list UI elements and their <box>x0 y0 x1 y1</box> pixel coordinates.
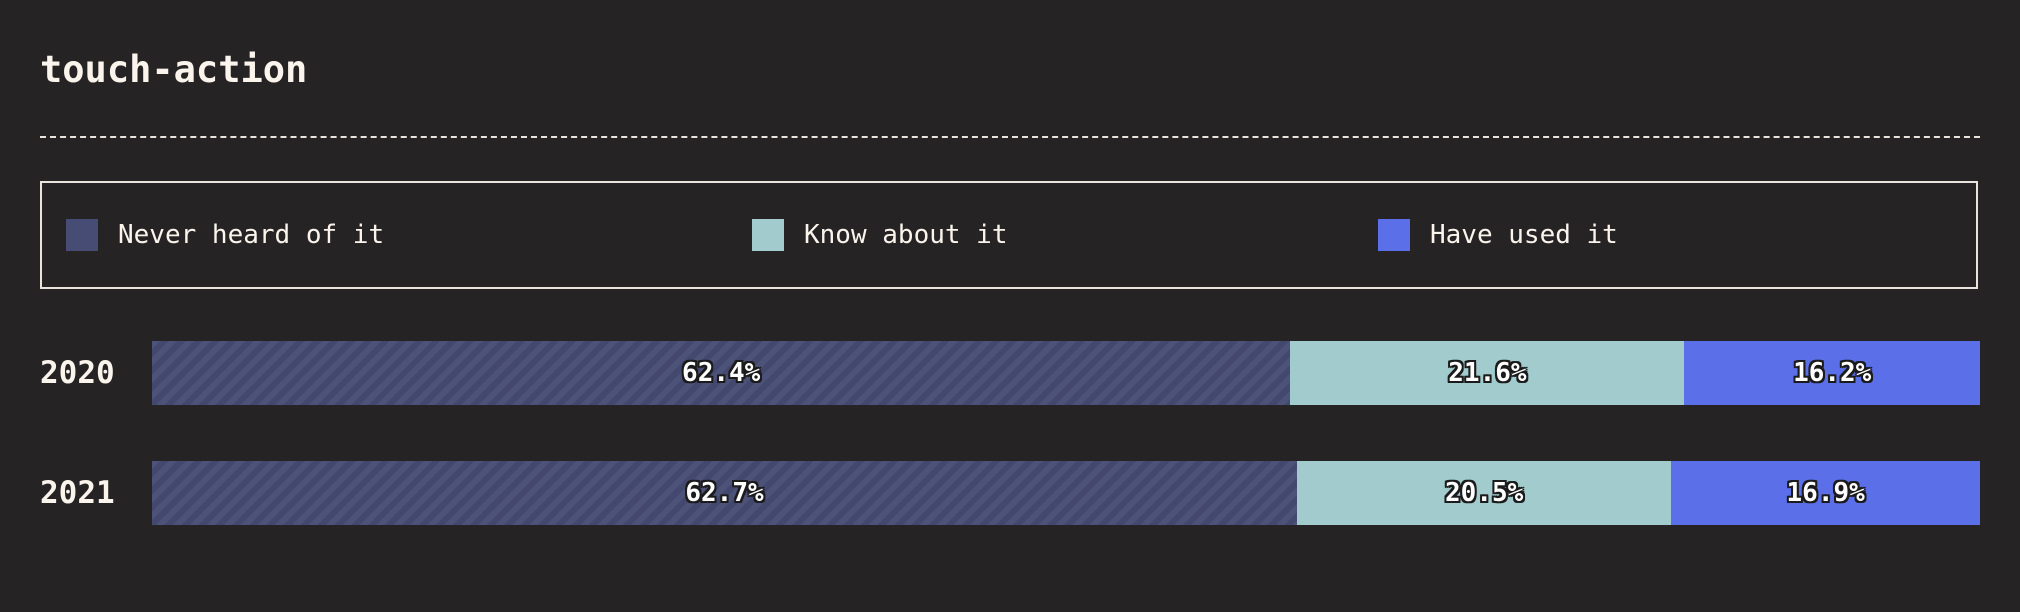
bar-value-label-have-used-2020: 16.2% <box>1793 358 1872 388</box>
bar-segment-have-used-2021[interactable]: 16.9% <box>1671 461 1980 525</box>
legend-swatch-never-heard <box>66 219 98 251</box>
bar-value-label-never-heard-2021: 62.7% <box>685 478 764 508</box>
row-label-2021: 2021 <box>40 475 115 511</box>
bar-segment-never-heard-2020[interactable]: 62.4% <box>152 341 1291 405</box>
legend-item-have-used[interactable]: Have used it <box>1378 183 1618 287</box>
bar-value-label-know-about-2020: 21.6% <box>1448 358 1527 388</box>
bar-value-label-have-used-2021: 16.9% <box>1786 478 1865 508</box>
legend-label-never-heard: Never heard of it <box>118 220 385 250</box>
legend: Never heard of it Know about it Have use… <box>40 181 1978 289</box>
legend-item-never-heard[interactable]: Never heard of it <box>66 183 384 287</box>
legend-swatch-know-about <box>752 219 784 251</box>
bar-row-2020: 62.4% 21.6% 16.2% <box>152 341 1980 405</box>
legend-label-have-used: Have used it <box>1430 220 1618 250</box>
bar-row-2021: 62.7% 20.5% 16.9% <box>152 461 1980 525</box>
legend-swatch-have-used <box>1378 219 1410 251</box>
bar-segment-know-about-2021[interactable]: 20.5% <box>1297 461 1672 525</box>
title-divider <box>40 136 1980 138</box>
bar-value-label-never-heard-2020: 62.4% <box>682 358 761 388</box>
chart-title: touch-action <box>40 48 308 91</box>
legend-item-know-about[interactable]: Know about it <box>752 183 1008 287</box>
row-label-2020: 2020 <box>40 355 115 391</box>
bar-segment-know-about-2020[interactable]: 21.6% <box>1290 341 1685 405</box>
legend-label-know-about: Know about it <box>804 220 1008 250</box>
bar-segment-never-heard-2021[interactable]: 62.7% <box>152 461 1297 525</box>
bar-value-label-know-about-2021: 20.5% <box>1445 478 1524 508</box>
bar-segment-have-used-2020[interactable]: 16.2% <box>1684 341 1980 405</box>
